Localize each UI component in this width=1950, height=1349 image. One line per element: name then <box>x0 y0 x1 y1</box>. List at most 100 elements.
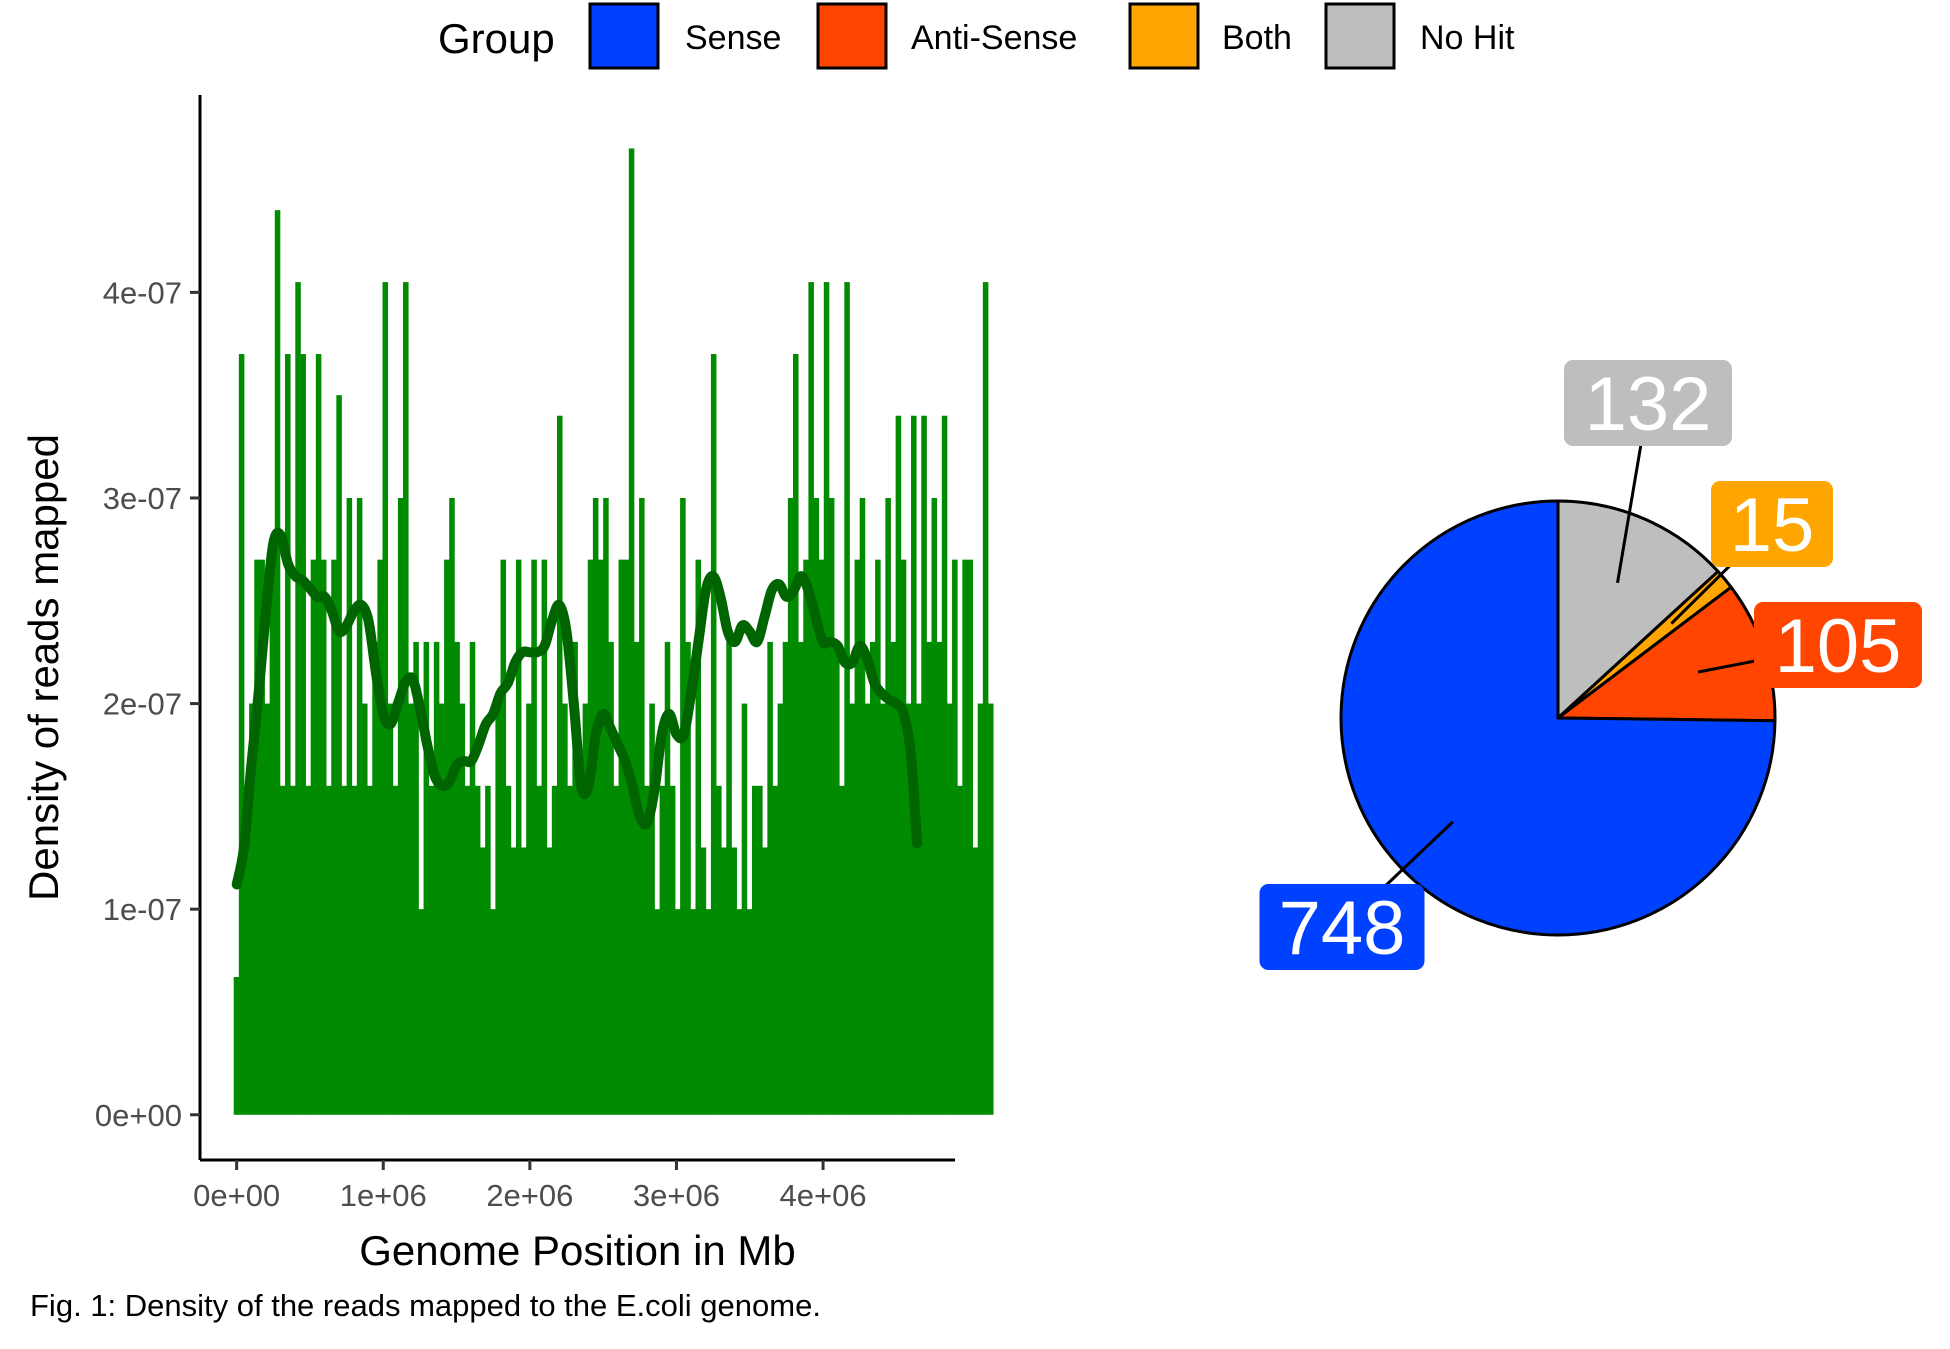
density-bar <box>834 641 840 1115</box>
density-bar <box>808 282 814 1115</box>
pie-label-box <box>1754 602 1922 688</box>
y-tick-label: 3e-07 <box>103 481 182 516</box>
x-axis-title: Genome Position in Mb <box>359 1227 796 1274</box>
density-bar <box>249 703 255 1115</box>
density-bar <box>613 785 619 1115</box>
legend-label-no-hit: No Hit <box>1420 19 1515 57</box>
density-bar <box>469 641 476 1115</box>
density-bar <box>931 497 938 1115</box>
density-bar <box>952 559 958 1115</box>
y-tick-label: 0e+00 <box>95 1098 182 1133</box>
pie-label-box <box>1711 481 1833 567</box>
density-bar <box>921 415 927 1115</box>
density-bar <box>844 282 850 1115</box>
y-tick-label: 1e-07 <box>103 892 182 927</box>
density-bar <box>880 703 886 1115</box>
x-tick-label: 4e+06 <box>780 1178 867 1213</box>
density-bar <box>300 354 306 1115</box>
density-bar <box>408 703 414 1115</box>
density-bar <box>285 354 291 1115</box>
density-bar <box>521 847 527 1115</box>
pie-slice-no-hit <box>1556 499 1720 720</box>
density-bar <box>238 354 245 1115</box>
density-bar <box>875 559 881 1115</box>
density-bar <box>582 703 589 1115</box>
density-bar <box>290 785 296 1115</box>
density-bar <box>377 559 383 1115</box>
density-bar <box>485 785 491 1115</box>
density-bar <box>710 354 717 1115</box>
density-bar <box>233 977 240 1115</box>
density-bar <box>449 497 455 1115</box>
density-bar <box>572 641 578 1115</box>
density-bar <box>757 785 763 1115</box>
legend-label-sense: Sense <box>685 19 781 57</box>
density-bar <box>644 785 650 1115</box>
density-bar <box>464 785 471 1115</box>
density-bar <box>433 641 440 1115</box>
density-bar <box>962 559 968 1115</box>
density-bar <box>577 785 584 1115</box>
density-bar <box>782 641 789 1115</box>
density-bar <box>941 415 948 1115</box>
density-bar <box>382 282 389 1115</box>
legend-title: Group <box>438 15 555 62</box>
density-bar <box>423 641 430 1115</box>
density-bar <box>849 703 855 1115</box>
density-bar <box>680 497 686 1115</box>
density-bar <box>654 909 660 1115</box>
density-bar <box>474 785 481 1115</box>
density-bar <box>269 559 276 1115</box>
density-bar <box>536 785 542 1115</box>
density-bar <box>936 641 943 1115</box>
density-bar <box>336 395 342 1115</box>
density-bar <box>746 909 753 1115</box>
density-bars <box>233 148 994 1115</box>
density-bar <box>628 148 635 1115</box>
density-bar <box>480 847 486 1115</box>
density-bar <box>367 785 373 1115</box>
density-bar <box>823 282 830 1115</box>
density-bar <box>716 785 722 1115</box>
density-bar <box>243 785 250 1115</box>
density-bar <box>649 703 655 1115</box>
density-bar <box>633 641 640 1115</box>
density-bar <box>777 703 784 1115</box>
density-bar <box>818 559 825 1115</box>
density-bar <box>490 909 496 1115</box>
density-bar <box>895 415 902 1115</box>
density-bar <box>418 909 424 1115</box>
density-bar <box>705 909 712 1115</box>
density-bar <box>551 785 558 1115</box>
density-bar <box>562 703 568 1115</box>
density-bar <box>305 785 312 1115</box>
density-bar <box>454 641 460 1115</box>
density-bar <box>598 559 604 1115</box>
density-bar <box>946 703 953 1115</box>
density-bar <box>546 847 553 1115</box>
density-bar <box>567 785 573 1115</box>
density-bar <box>356 497 363 1115</box>
figure-caption: Fig. 1: Density of the reads mapped to t… <box>30 1288 821 1323</box>
axes: 0e+00 1e-07 2e-07 3e-07 4e-07 0e+00 1e+06 2e+06… <box>95 95 955 1213</box>
density-bar <box>274 210 281 1115</box>
density-bar <box>526 703 532 1115</box>
density-bar <box>392 785 399 1115</box>
x-tick-label: 1e+06 <box>340 1178 427 1213</box>
density-bar <box>869 641 876 1115</box>
density-bar <box>264 703 271 1115</box>
density-bar <box>685 641 691 1115</box>
smoothed-density-line <box>231 527 922 890</box>
density-bar <box>957 785 963 1115</box>
density-bar <box>510 847 517 1115</box>
density-bar <box>608 641 614 1115</box>
density-bar <box>531 559 537 1115</box>
density-bar <box>372 641 378 1115</box>
pie-label-sense: 748 <box>1279 886 1406 971</box>
density-bar <box>726 641 732 1115</box>
density-bar <box>900 559 907 1115</box>
density-bar <box>500 559 507 1115</box>
